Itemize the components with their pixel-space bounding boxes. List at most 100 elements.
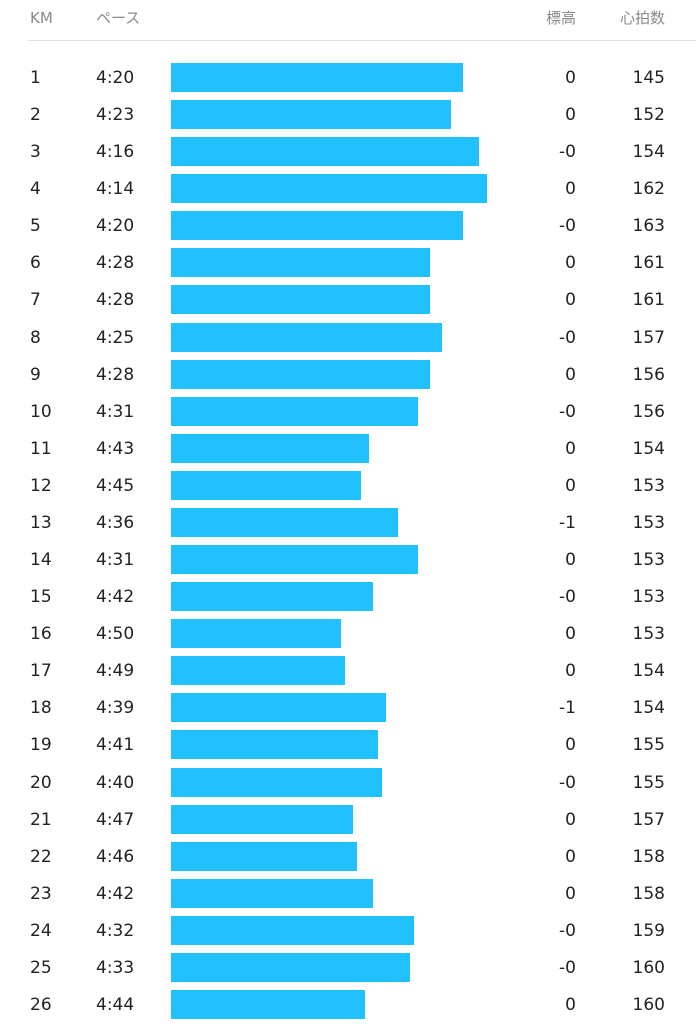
elevation: -0: [559, 772, 576, 793]
elevation: -0: [559, 920, 576, 941]
pace: 4:23: [96, 105, 135, 126]
elevation: 0: [565, 883, 576, 904]
split-row: 19 4:41 0 155: [0, 730, 696, 760]
pace: 4:43: [96, 438, 135, 459]
heart-rate: 160: [632, 995, 665, 1015]
header-elevation: 標高: [545, 9, 576, 27]
km: 20: [30, 772, 52, 793]
split-row: 2 4:23 0 152: [0, 100, 696, 130]
split-row: 3 4:16 -0 154: [0, 137, 696, 167]
pace-bar: [171, 507, 398, 537]
split-row: 11 4:43 0 154: [0, 433, 696, 464]
split-row: 12 4:45 0 153: [0, 470, 696, 501]
heart-rate: 155: [632, 772, 665, 793]
km: 7: [30, 290, 41, 311]
pace: 4:25: [96, 327, 135, 348]
pace-bar: [171, 656, 346, 686]
pace: 4:14: [96, 179, 135, 200]
elevation: 0: [565, 995, 576, 1015]
km: 19: [30, 735, 52, 756]
km: 16: [30, 624, 52, 645]
pace-bar: [171, 470, 362, 500]
split-row: 13 4:36 -1 153: [0, 507, 696, 538]
km: 23: [30, 883, 52, 904]
split-row: 21 4:47 0 157: [0, 804, 696, 835]
split-row: 26 4:44 0 160: [0, 990, 696, 1020]
heart-rate: 153: [632, 475, 665, 496]
pace: 4:16: [96, 142, 135, 163]
km: 3: [30, 142, 41, 163]
split-row: 7 4:28 0 161: [0, 285, 696, 315]
pace-bar: [171, 693, 386, 723]
pace-bar: [171, 915, 414, 945]
pace: 4:20: [96, 216, 135, 237]
pace-bar: [171, 990, 366, 1019]
km: 4: [30, 179, 41, 200]
elevation: 0: [565, 661, 576, 682]
split-row: 23 4:42 0 158: [0, 878, 696, 909]
pace: 4:42: [96, 587, 135, 608]
pace-bar: [171, 359, 431, 389]
split-row: 14 4:31 0 153: [0, 545, 696, 575]
pace: 4:33: [96, 957, 135, 978]
heart-rate: 153: [632, 587, 665, 608]
split-row: 8 4:25 -0 157: [0, 322, 696, 353]
heart-rate: 152: [632, 105, 665, 126]
elevation: -1: [559, 698, 576, 719]
heart-rate: 161: [632, 253, 665, 274]
elevation: 0: [565, 290, 576, 311]
elevation: 0: [565, 624, 576, 645]
header-km: KM: [30, 9, 53, 27]
km: 22: [30, 846, 52, 867]
pace-bar: [171, 285, 431, 315]
km: 1: [30, 68, 41, 88]
pace-bar: [171, 322, 443, 352]
pace-bar: [171, 100, 451, 130]
elevation: 0: [565, 475, 576, 496]
km: 26: [30, 995, 52, 1015]
split-row: 9 4:28 0 156: [0, 359, 696, 390]
km: 14: [30, 550, 52, 571]
heart-rate: 162: [632, 179, 665, 200]
pace-bar: [171, 396, 419, 426]
heart-rate: 161: [632, 290, 665, 311]
heart-rate: 153: [632, 550, 665, 571]
heart-rate: 153: [632, 624, 665, 645]
pace-bar: [171, 248, 431, 278]
split-row: 20 4:40 -0 155: [0, 767, 696, 798]
elevation: 0: [565, 809, 576, 830]
elevation: 0: [565, 550, 576, 571]
pace: 4:20: [96, 68, 135, 88]
pace: 4:45: [96, 475, 135, 496]
heart-rate: 157: [632, 809, 665, 830]
pace: 4:47: [96, 809, 135, 830]
heart-rate: 163: [632, 216, 665, 237]
elevation: 0: [565, 68, 576, 88]
km: 9: [30, 364, 41, 385]
pace-bar: [171, 767, 382, 797]
pace: 4:46: [96, 846, 135, 867]
km: 5: [30, 216, 41, 237]
heart-rate: 160: [632, 957, 665, 978]
split-row: 5 4:20 -0 163: [0, 211, 696, 241]
heart-rate: 155: [632, 735, 665, 756]
pace-bar: [171, 545, 419, 575]
heart-rate: 158: [632, 883, 665, 904]
pace: 4:36: [96, 512, 135, 533]
split-row: 22 4:46 0 158: [0, 841, 696, 872]
heart-rate: 154: [632, 438, 665, 459]
pace: 4:32: [96, 920, 135, 941]
km: 6: [30, 253, 41, 274]
km: 8: [30, 327, 41, 348]
split-row: 18 4:39 -1 154: [0, 693, 696, 723]
pace-bar: [171, 433, 370, 463]
elevation: -0: [559, 142, 576, 163]
elevation: 0: [565, 364, 576, 385]
pace-bar: [171, 878, 374, 908]
elevation: -0: [559, 401, 576, 422]
km: 15: [30, 587, 52, 608]
km: 25: [30, 957, 52, 978]
pace: 4:39: [96, 698, 135, 719]
pace: 4:28: [96, 364, 135, 385]
